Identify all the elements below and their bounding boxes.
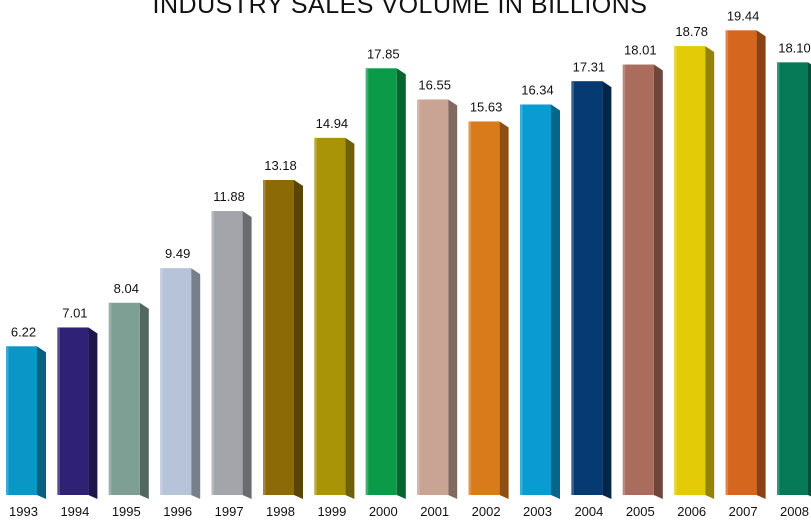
bar-front-face	[365, 68, 397, 495]
x-tick-2007: 2007	[729, 504, 758, 519]
value-label-2003: 16.34	[521, 82, 554, 97]
x-tick-2003: 2003	[523, 504, 552, 519]
bar-highlight	[263, 179, 266, 496]
bar-front-face	[468, 121, 500, 496]
x-tick-2000: 2000	[369, 504, 398, 519]
bar-side-face	[139, 302, 149, 499]
x-tick-1993: 1993	[9, 504, 38, 519]
value-label-1993: 6.22	[11, 324, 36, 339]
bar-1999	[314, 137, 355, 499]
bar-side-face	[345, 137, 355, 499]
x-tick-2008: 2008	[780, 504, 809, 519]
bar-highlight	[468, 121, 472, 496]
bar-1995	[108, 302, 149, 499]
bar-front-face	[777, 62, 808, 495]
x-tick-1997: 1997	[215, 504, 244, 519]
bar-front-face	[263, 179, 294, 496]
bar-front-face	[160, 268, 192, 495]
bar-2000	[365, 68, 406, 499]
x-tick-1999: 1999	[317, 504, 346, 519]
value-label-2007: 19.44	[727, 8, 760, 23]
bar-highlight	[365, 68, 369, 495]
bar-highlight	[725, 30, 729, 495]
bar-front-face	[520, 104, 551, 495]
bar-highlight	[108, 302, 112, 495]
bar-highlight	[622, 64, 626, 495]
bar-2003	[520, 104, 560, 499]
bar-highlight	[57, 327, 60, 495]
bars-group: 6.22 1993 7.01 1994 8.04 1995 9.49 1996 11.88 199…	[6, 8, 811, 519]
bar-side-face	[37, 346, 46, 499]
bar-side-face	[448, 99, 458, 499]
x-tick-1994: 1994	[60, 504, 89, 519]
bar-2002	[468, 121, 509, 500]
bar-highlight	[777, 62, 780, 495]
bar-front-face	[211, 211, 243, 495]
bar-side-face	[294, 179, 303, 500]
value-label-1995: 8.04	[114, 281, 139, 296]
value-label-1999: 14.94	[316, 116, 349, 131]
value-label-2004: 17.31	[573, 59, 606, 74]
value-label-1996: 9.49	[165, 246, 190, 261]
bar-front-face	[571, 81, 603, 495]
bar-1994	[57, 327, 98, 499]
x-tick-2001: 2001	[420, 504, 449, 519]
bar-front-face	[674, 46, 706, 496]
value-label-2006: 18.78	[675, 24, 708, 39]
bar-2004	[571, 81, 612, 499]
bar-front-face	[57, 327, 89, 495]
bar-front-face	[417, 99, 449, 495]
bar-side-face	[242, 211, 252, 499]
bar-side-face	[499, 121, 509, 500]
bar-1996	[160, 268, 201, 499]
value-label-2005: 18.01	[624, 43, 657, 58]
value-label-2002: 15.63	[470, 99, 503, 114]
value-label-2008: 18.10	[778, 40, 811, 55]
bar-highlight	[571, 81, 574, 495]
bar-side-face	[808, 62, 811, 497]
value-label-1997: 11.88	[213, 189, 245, 204]
value-label-1994: 7.01	[62, 305, 87, 320]
x-tick-1995: 1995	[112, 504, 141, 519]
bar-2007	[725, 30, 766, 499]
chart-title: INDUSTRY SALES VOLUME IN BILLIONS	[153, 0, 648, 19]
x-tick-2005: 2005	[626, 504, 655, 519]
x-tick-2002: 2002	[472, 504, 501, 519]
bar-highlight	[520, 104, 523, 495]
bar-highlight	[417, 99, 420, 495]
bar-1998	[263, 179, 303, 500]
bar-side-face	[551, 104, 560, 499]
bar-side-face	[653, 64, 663, 499]
bar-highlight	[211, 211, 215, 495]
bar-side-face	[88, 327, 98, 499]
bar-highlight	[6, 346, 9, 495]
bar-front-face	[622, 64, 654, 495]
x-tick-1996: 1996	[163, 504, 192, 519]
bar-side-face	[396, 68, 406, 499]
value-label-2001: 16.55	[418, 77, 451, 92]
x-tick-2004: 2004	[574, 504, 603, 519]
x-tick-2006: 2006	[677, 504, 706, 519]
bar-side-face	[191, 268, 201, 499]
bar-2001	[417, 99, 458, 499]
bar-front-face	[6, 346, 37, 495]
value-label-2000: 17.85	[367, 46, 400, 61]
bar-front-face	[314, 137, 346, 495]
bar-1997	[211, 211, 252, 499]
value-label-1998: 13.18	[264, 158, 297, 173]
bar-highlight	[674, 46, 677, 496]
bar-highlight	[160, 268, 163, 495]
bar-side-face	[756, 30, 766, 499]
bar-side-face	[705, 46, 715, 500]
bar-front-face	[725, 30, 757, 495]
bar-1993	[6, 346, 46, 499]
bar-front-face	[108, 302, 140, 495]
bar-2008	[777, 62, 811, 497]
bar-highlight	[314, 137, 317, 495]
x-tick-1998: 1998	[266, 504, 295, 519]
bar-2006	[674, 46, 715, 500]
bar-side-face	[602, 81, 612, 499]
bar-2005	[622, 64, 663, 499]
